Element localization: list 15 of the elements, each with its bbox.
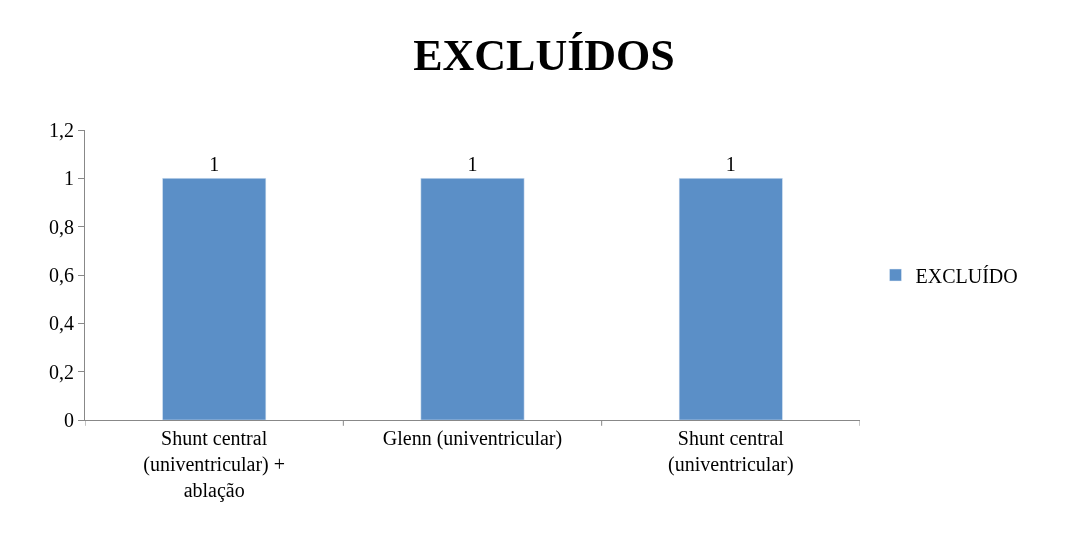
data-label: 1 bbox=[467, 153, 478, 176]
x-tick-label: Shunt central (univentricular) bbox=[668, 427, 794, 476]
chart-title: EXCLUÍDOS bbox=[413, 30, 675, 80]
y-tick-label: 0,6 bbox=[49, 264, 74, 286]
y-tick-label: 0,8 bbox=[49, 215, 74, 238]
y-tick-label: 1 bbox=[64, 167, 74, 190]
data-label: 1 bbox=[725, 153, 736, 176]
data-label: 1 bbox=[209, 153, 220, 176]
y-tick-label: 0,4 bbox=[49, 312, 74, 335]
y-tick-label: 0,2 bbox=[49, 360, 74, 383]
x-tick-label: Shunt central (univentricular) + ablação bbox=[143, 427, 286, 502]
legend-label: EXCLUÍDO bbox=[915, 264, 1018, 287]
y-tick-label: 1,2 bbox=[49, 119, 74, 141]
x-tick-label: Glenn (univentricular) bbox=[382, 427, 563, 450]
y-tick-label: 0 bbox=[64, 409, 74, 431]
